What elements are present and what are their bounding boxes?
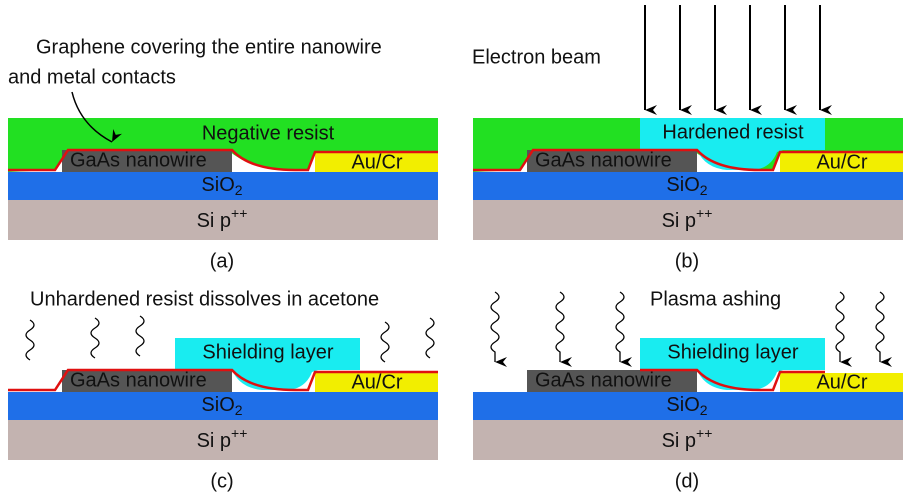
substrate-text: Si p xyxy=(662,430,696,452)
note: Plasma ashing xyxy=(650,288,781,310)
contact-label: Au/Cr xyxy=(351,151,402,173)
squiggle xyxy=(426,318,434,358)
oxide-text: SiO xyxy=(201,174,234,196)
substrate-sup: ++ xyxy=(696,205,712,221)
panel: Shielding layer GaAs nanowire Au/Cr SiO2Si … xyxy=(8,288,438,492)
panel: Negative resist GaAs nanowire Au/Cr SiO2Si … xyxy=(8,36,438,272)
oxide-text: SiO xyxy=(201,394,234,416)
wavy-arrow xyxy=(836,292,844,362)
resist-label: Shielding layer xyxy=(202,341,334,363)
nanowire-label: GaAs nanowire xyxy=(535,369,672,391)
caption: (d) xyxy=(675,470,699,492)
resist-label: Hardened resist xyxy=(662,121,804,143)
nanowire-label: GaAs nanowire xyxy=(70,369,207,391)
panel: Hardened resist GaAs nanowire Au/Cr SiO2Si … xyxy=(472,5,903,272)
note: Electron beam xyxy=(472,46,601,68)
caption: (c) xyxy=(210,470,233,492)
caption: (b) xyxy=(675,250,699,272)
panel: Shielding layer GaAs nanowire Au/Cr SiO2Si … xyxy=(473,288,903,492)
substrate-sup: ++ xyxy=(696,425,712,441)
squiggle xyxy=(381,322,389,362)
note: and metal contacts xyxy=(8,66,176,88)
squiggle xyxy=(91,318,99,358)
contact-label: Au/Cr xyxy=(816,371,867,393)
oxide-sub: 2 xyxy=(235,182,243,198)
nanowire-label: GaAs nanowire xyxy=(70,149,207,171)
wavy-arrow xyxy=(876,292,884,362)
note: Unhardened resist dissolves in acetone xyxy=(30,288,379,310)
resist-label: Negative resist xyxy=(202,122,335,144)
substrate-sup: ++ xyxy=(231,425,247,441)
substrate-text: Si p xyxy=(197,430,231,452)
caption: (a) xyxy=(210,250,234,272)
note: Graphene covering the entire nanowire xyxy=(36,36,382,58)
squiggle xyxy=(136,316,144,356)
nanowire-label: GaAs nanowire xyxy=(535,149,672,171)
wavy-arrow xyxy=(491,292,499,362)
contact-label: Au/Cr xyxy=(816,151,867,173)
oxide-sub: 2 xyxy=(700,182,708,198)
substrate-text: Si p xyxy=(662,210,696,232)
figure: Negative resistGaAs nanowireAu/CrSiO2Si … xyxy=(0,0,903,492)
oxide-sub: 2 xyxy=(235,402,243,418)
wavy-arrow xyxy=(616,292,624,362)
oxide-sub: 2 xyxy=(700,402,708,418)
squiggle xyxy=(26,320,34,360)
substrate-sup: ++ xyxy=(231,205,247,221)
resist-label: Shielding layer xyxy=(667,341,799,363)
substrate-text: Si p xyxy=(197,210,231,232)
contact-label: Au/Cr xyxy=(351,371,402,393)
wavy-arrow xyxy=(556,292,564,362)
oxide-text: SiO xyxy=(666,174,699,196)
oxide-text: SiO xyxy=(666,394,699,416)
